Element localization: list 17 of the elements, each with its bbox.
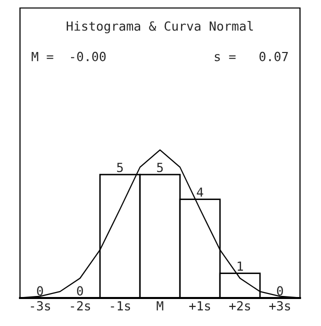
x-tick-label: +1s [189, 301, 210, 311]
text: M = -0.00 [32, 52, 106, 62]
chart-title: Histograma & Curva Normal [66, 21, 253, 34]
data-label: 5 [157, 162, 163, 172]
data-label: 5 [117, 162, 123, 172]
x-tick-label: +2s [229, 301, 250, 311]
data-label: 0 [77, 286, 83, 296]
data-label: 0 [277, 286, 283, 296]
x-tick-label: -1s [110, 301, 130, 311]
data-label: 1 [238, 262, 243, 271]
x-tick-label: -3s [30, 301, 50, 311]
x-tick-label: -2s [70, 301, 90, 311]
text: s = 0.07 [214, 52, 288, 62]
data-label: 0 [37, 286, 43, 296]
x-tick-label: +3s [269, 301, 290, 311]
x-tick-label: M [156, 301, 164, 310]
data-label: 4 [196, 188, 204, 197]
